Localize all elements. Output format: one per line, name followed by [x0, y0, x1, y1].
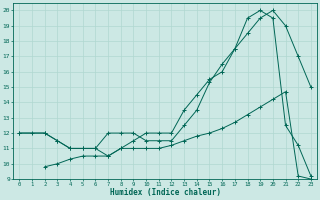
X-axis label: Humidex (Indice chaleur): Humidex (Indice chaleur) [110, 188, 220, 197]
